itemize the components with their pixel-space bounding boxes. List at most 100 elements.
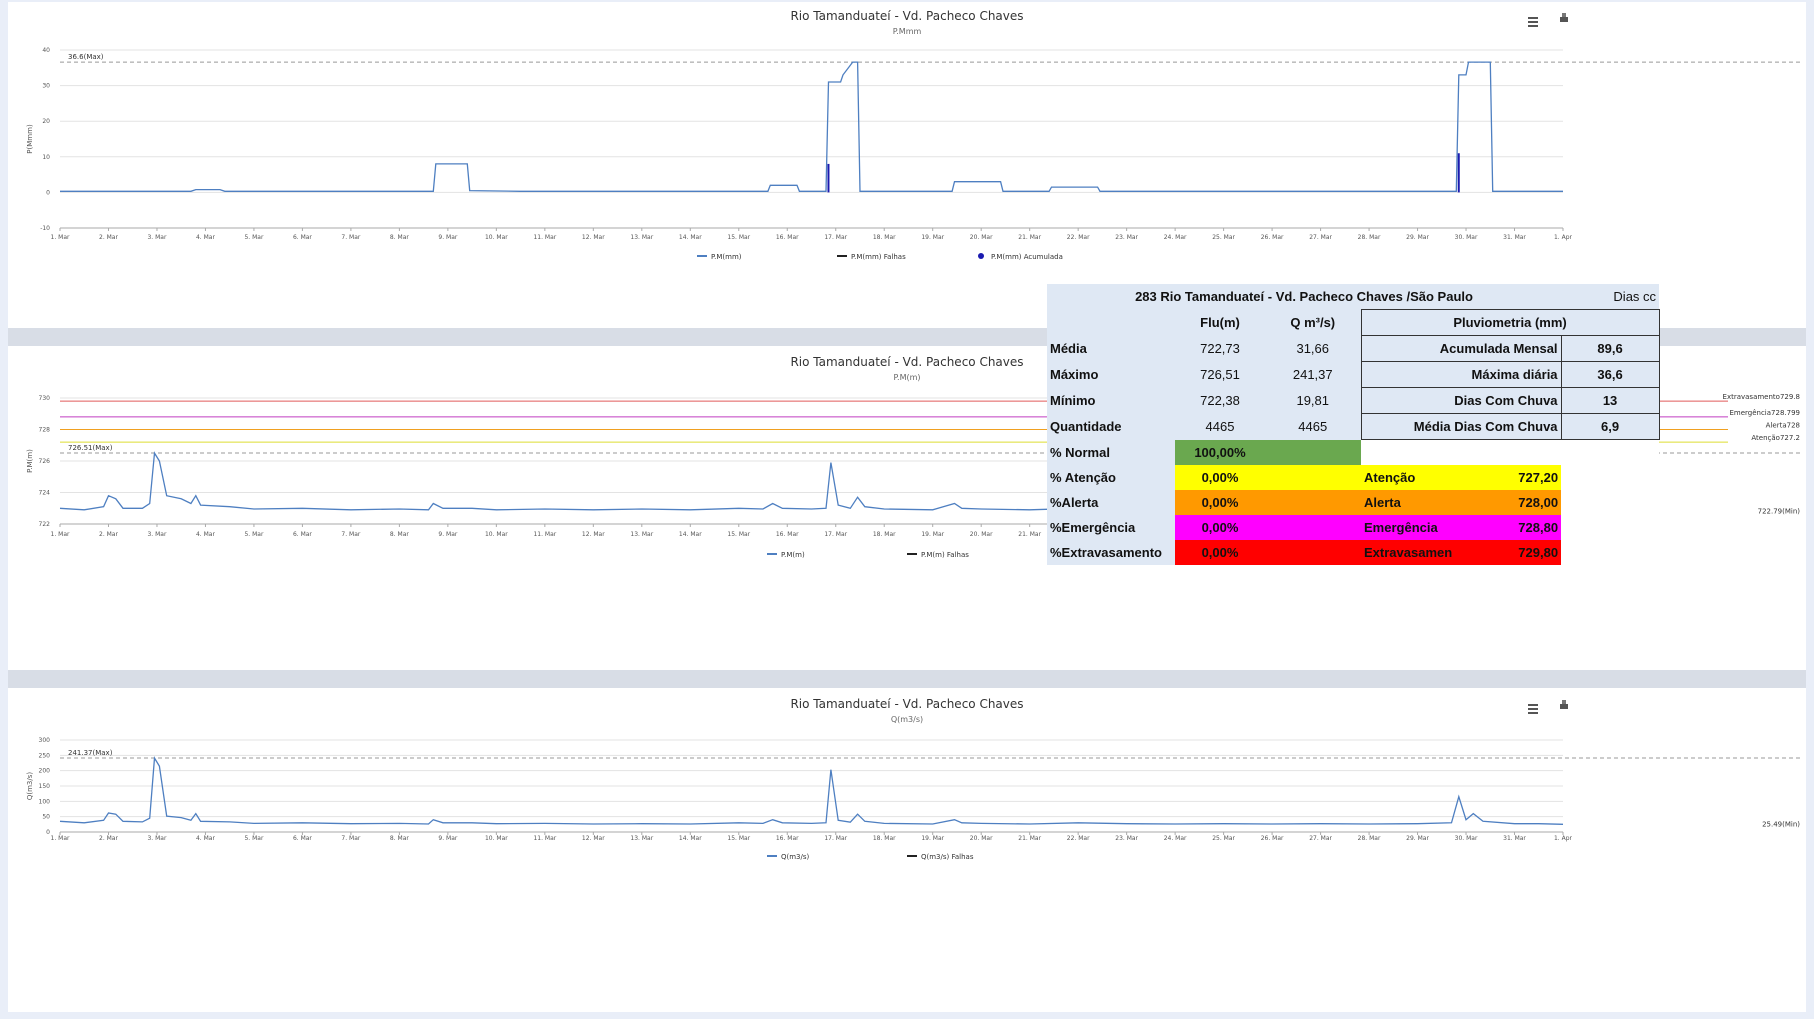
x-tick-label: 4. Mar [196, 835, 215, 842]
hamburger-menu-icon [1528, 704, 1538, 714]
reference-line-label: Alerta728 [1766, 422, 1800, 430]
summary-dias: Dias cc [1613, 289, 1657, 304]
print-body [1560, 17, 1568, 22]
pct-fill [1265, 439, 1361, 465]
flow-chart: Rio Tamanduateí - Vd. Pacheco Chaves Q(m3… [26, 697, 1800, 861]
chart-title: Rio Tamanduateí - Vd. Pacheco Chaves [790, 355, 1023, 369]
last-value-label: 722.79(Min) [1758, 507, 1801, 515]
x-tick-label: 8. Mar [390, 835, 409, 842]
x-tick-label: 9. Mar [438, 234, 457, 241]
legend-item: P.M(mm) Acumulada [978, 253, 1063, 261]
x-tick-label: 6. Mar [293, 531, 312, 538]
x-tick-label: 29. Mar [1406, 835, 1429, 842]
x-tick-label: 12. Mar [582, 234, 605, 241]
legend-item: Q(m3/s) Falhas [907, 853, 974, 861]
menu-bar [1528, 17, 1538, 19]
threshold-value [1453, 439, 1562, 465]
x-tick-label: 3. Mar [147, 234, 166, 241]
x-tick-label: 20. Mar [970, 531, 993, 538]
pct-empty [1561, 439, 1660, 465]
y-tick-label: 728 [39, 427, 51, 434]
x-tick-label: 27. Mar [1309, 835, 1332, 842]
stat-label: Quantidade [1050, 419, 1122, 434]
x-tick-label: 23. Mar [1115, 234, 1138, 241]
legend-item: P.M(m) [767, 551, 805, 559]
pct-value: 0,00% [1175, 490, 1265, 515]
x-tick-label: 18. Mar [873, 835, 896, 842]
x-tick-label: 19. Mar [921, 531, 944, 538]
menu-bar [1528, 704, 1538, 706]
threshold-name: Emergência [1361, 515, 1453, 540]
x-tick-label: 21. Mar [1018, 835, 1041, 842]
pluvio-label: Acumulada Mensal [1360, 335, 1562, 362]
x-tick-label: 13. Mar [630, 234, 653, 241]
rain-chart-panel: Rio Tamanduateí - Vd. Pacheco Chaves P.Mm… [8, 2, 1806, 328]
chart-title: Rio Tamanduateí - Vd. Pacheco Chaves [790, 697, 1023, 711]
x-tick-label: 28. Mar [1358, 234, 1381, 241]
pct-value: 0,00% [1175, 465, 1265, 490]
y-tick-label: 10 [42, 154, 50, 161]
stat-label: Média [1050, 341, 1087, 356]
panel-separator [8, 670, 1806, 688]
x-tick-label: 18. Mar [873, 531, 896, 538]
x-tick-label: 7. Mar [341, 531, 360, 538]
threshold-name [1361, 439, 1453, 465]
x-tick-label: 13. Mar [630, 835, 653, 842]
x-tick-label: 19. Mar [921, 234, 944, 241]
stat-level: 4465 [1205, 419, 1235, 434]
x-tick-label: 3. Mar [147, 531, 166, 538]
threshold-name: Atenção [1361, 465, 1453, 490]
pct-value: 0,00% [1175, 540, 1265, 565]
legend-label: P.M(mm) Falhas [851, 253, 906, 261]
pluvio-label: Dias Com Chuva [1360, 387, 1562, 414]
stat-level: 722,73 [1200, 341, 1240, 356]
chart-title: Rio Tamanduateí - Vd. Pacheco Chaves [790, 9, 1023, 23]
x-tick-label: 11. Mar [533, 234, 556, 241]
print-paper [1562, 700, 1566, 704]
y-tick-label: 730 [39, 395, 51, 402]
reference-line-label: Emergência728.799 [1729, 409, 1800, 417]
hamburger-menu-icon [1528, 17, 1538, 27]
legend-label: P.M(mm) [711, 253, 742, 261]
threshold-name: Alerta [1361, 490, 1453, 515]
x-tick-label: 10. Mar [485, 531, 508, 538]
x-tick-label: 16. Mar [776, 234, 799, 241]
y-axis-label: P(Mmm) [26, 124, 34, 154]
summary-title: 283 Rio Tamanduateí - Vd. Pacheco Chaves… [1135, 289, 1473, 304]
x-tick-label: 31. Mar [1503, 835, 1526, 842]
col-level-header: Flu(m) [1200, 315, 1240, 330]
menu-bar [1528, 21, 1538, 23]
flow-chart-panel: Rio Tamanduateí - Vd. Pacheco Chaves Q(m3… [8, 688, 1806, 1012]
threshold-value: 727,20 [1453, 465, 1562, 490]
pluvio-value: 89,6 [1560, 335, 1660, 362]
x-tick-label: 1. Apr [1554, 234, 1573, 241]
stat-level: 722,38 [1200, 393, 1240, 408]
legend-item: Q(m3/s) [767, 853, 810, 861]
menu-bar [1528, 708, 1538, 710]
pct-value: 100,00% [1175, 439, 1265, 465]
print-paper [1562, 13, 1566, 17]
print-icon [1560, 13, 1568, 22]
x-tick-label: 27. Mar [1309, 234, 1332, 241]
pct-label: %Extravasamento [1050, 545, 1162, 560]
x-tick-label: 10. Mar [485, 234, 508, 241]
y-tick-label: 30 [42, 83, 50, 90]
x-tick-label: 4. Mar [196, 234, 215, 241]
x-tick-label: 14. Mar [679, 531, 702, 538]
x-tick-label: 3. Mar [147, 835, 166, 842]
threshold-value: 728,00 [1453, 490, 1562, 515]
pluvio-value: 6,9 [1560, 413, 1660, 440]
print-body [1560, 704, 1568, 709]
x-tick-label: 7. Mar [341, 234, 360, 241]
x-tick-label: 9. Mar [438, 531, 457, 538]
max-label: 726.51(Max) [68, 444, 113, 452]
x-tick-label: 7. Mar [341, 835, 360, 842]
x-tick-label: 23. Mar [1115, 835, 1138, 842]
pluvio-value: 13 [1560, 387, 1660, 414]
y-tick-label: 726 [39, 458, 51, 465]
stat-flow: 4465 [1298, 419, 1328, 434]
x-tick-label: 15. Mar [727, 234, 750, 241]
threshold-value: 729,80 [1453, 540, 1562, 565]
pct-fill [1265, 540, 1361, 565]
x-tick-label: 19. Mar [921, 835, 944, 842]
